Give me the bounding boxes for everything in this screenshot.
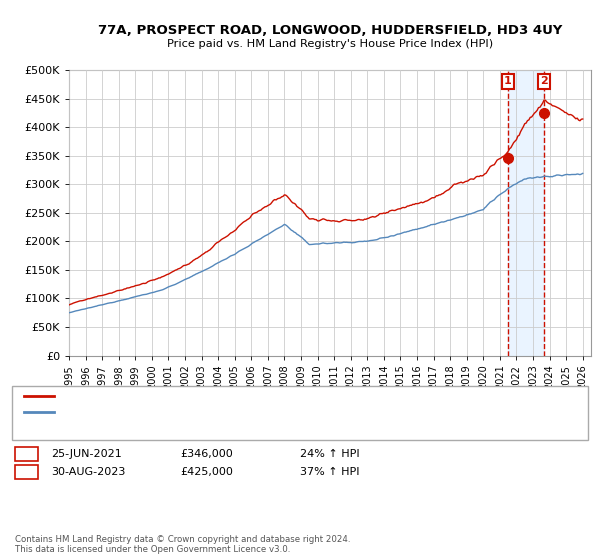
Text: 2: 2 — [540, 76, 548, 86]
Text: Price paid vs. HM Land Registry's House Price Index (HPI): Price paid vs. HM Land Registry's House … — [167, 39, 493, 49]
Bar — [566, 70, 591, 356]
Text: £346,000: £346,000 — [180, 449, 233, 459]
Text: Contains HM Land Registry data © Crown copyright and database right 2024.
This d: Contains HM Land Registry data © Crown c… — [15, 535, 350, 554]
Bar — [508, 70, 544, 356]
Text: 37% ↑ HPI: 37% ↑ HPI — [300, 467, 359, 477]
Text: 77A, PROSPECT ROAD, LONGWOOD, HUDDERSFIELD, HD3 4UY: 77A, PROSPECT ROAD, LONGWOOD, HUDDERSFIE… — [98, 24, 562, 36]
Text: 24% ↑ HPI: 24% ↑ HPI — [300, 449, 359, 459]
Text: 2: 2 — [23, 467, 30, 477]
Text: 1: 1 — [23, 449, 30, 459]
Bar — [566, 70, 591, 356]
Text: 77A, PROSPECT ROAD, LONGWOOD, HUDDERSFIELD, HD3 4UY (detached house): 77A, PROSPECT ROAD, LONGWOOD, HUDDERSFIE… — [60, 391, 481, 401]
Text: 25-JUN-2021: 25-JUN-2021 — [51, 449, 122, 459]
Text: 30-AUG-2023: 30-AUG-2023 — [51, 467, 125, 477]
Text: 1: 1 — [504, 76, 512, 86]
Text: HPI: Average price, detached house, Kirklees: HPI: Average price, detached house, Kirk… — [60, 407, 295, 417]
Text: £425,000: £425,000 — [180, 467, 233, 477]
